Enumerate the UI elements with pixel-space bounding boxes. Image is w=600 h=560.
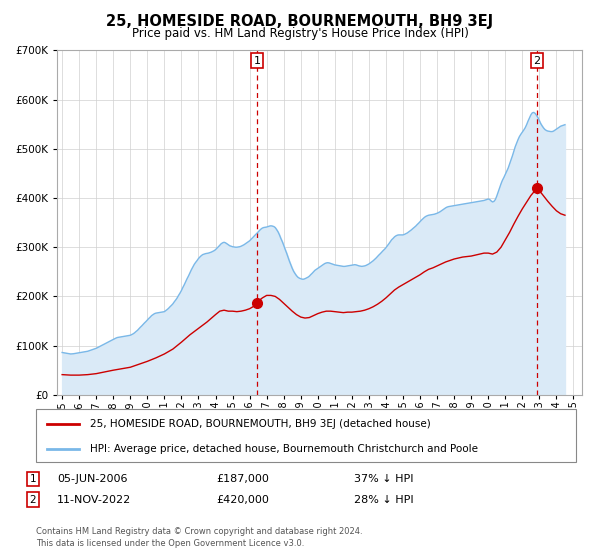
Text: 2: 2 bbox=[533, 55, 541, 66]
FancyBboxPatch shape bbox=[36, 409, 576, 462]
Text: HPI: Average price, detached house, Bournemouth Christchurch and Poole: HPI: Average price, detached house, Bour… bbox=[90, 444, 478, 454]
Text: 37% ↓ HPI: 37% ↓ HPI bbox=[354, 474, 413, 484]
Text: Price paid vs. HM Land Registry's House Price Index (HPI): Price paid vs. HM Land Registry's House … bbox=[131, 27, 469, 40]
Text: 1: 1 bbox=[253, 55, 260, 66]
Text: Contains HM Land Registry data © Crown copyright and database right 2024.: Contains HM Land Registry data © Crown c… bbox=[36, 528, 362, 536]
Text: 25, HOMESIDE ROAD, BOURNEMOUTH, BH9 3EJ (detached house): 25, HOMESIDE ROAD, BOURNEMOUTH, BH9 3EJ … bbox=[90, 419, 431, 429]
Text: 25, HOMESIDE ROAD, BOURNEMOUTH, BH9 3EJ: 25, HOMESIDE ROAD, BOURNEMOUTH, BH9 3EJ bbox=[106, 14, 494, 29]
Text: 11-NOV-2022: 11-NOV-2022 bbox=[57, 494, 131, 505]
Text: This data is licensed under the Open Government Licence v3.0.: This data is licensed under the Open Gov… bbox=[36, 539, 304, 548]
Text: £420,000: £420,000 bbox=[216, 494, 269, 505]
Text: 2: 2 bbox=[29, 494, 37, 505]
Text: £187,000: £187,000 bbox=[216, 474, 269, 484]
Text: 28% ↓ HPI: 28% ↓ HPI bbox=[354, 494, 413, 505]
Text: 05-JUN-2006: 05-JUN-2006 bbox=[57, 474, 128, 484]
Text: 1: 1 bbox=[29, 474, 37, 484]
